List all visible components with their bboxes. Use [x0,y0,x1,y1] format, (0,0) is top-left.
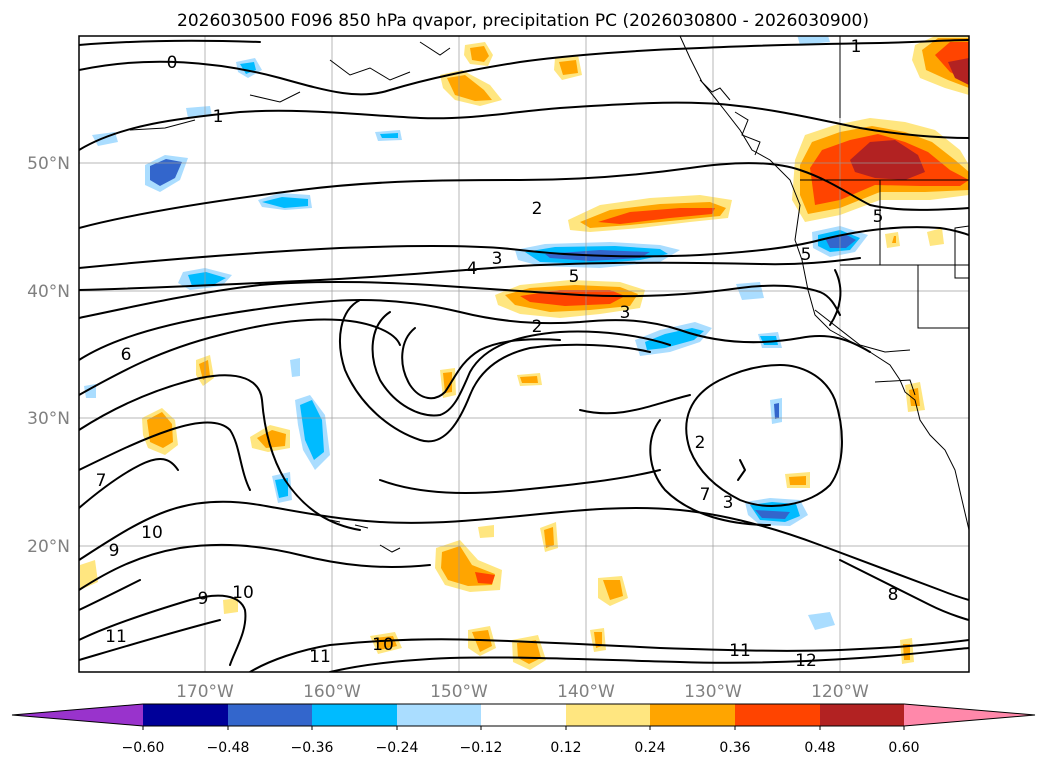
colorbar-segment [820,704,904,726]
contour-label: 3 [723,493,734,513]
contour-label: 2 [532,317,543,337]
plot-frame [78,35,970,673]
contour-label: 3 [620,303,631,323]
contour-label: 7 [700,485,711,505]
contour-label: 2 [532,199,543,219]
lon-label: 130°W [684,682,742,702]
lat-label: 40°N [27,282,70,302]
contour-label: 5 [873,207,884,227]
contour-labels: 0 1 1 2 2 2 3 3 3 4 5 5 5 6 7 7 8 9 9 10… [96,37,899,671]
colorbar [11,703,1036,730]
contour-label: 11 [729,641,751,661]
colorbar-segment [566,704,650,726]
contour-label: 1 [851,37,862,57]
lon-label: 160°W [303,682,361,702]
map-title: 2026030500 F096 850 hPa qvapor, precipit… [177,11,869,31]
plot-area: 0 1 1 2 2 2 3 3 3 4 5 5 5 6 7 7 8 9 9 10… [79,36,969,672]
colorbar-tick-label: −0.36 [291,740,334,756]
lon-labels: 170°W 160°W 150°W 140°W 130°W 120°W [176,682,869,702]
contour-label: 11 [309,647,331,667]
colorbar-tick-label: 0.12 [550,740,581,756]
qvapor-contours [79,39,969,672]
lon-label: 140°W [557,682,615,702]
contour-label: 11 [105,627,127,647]
contour-label: 2 [695,433,706,453]
lat-label: 30°N [27,409,70,429]
colorbar-ticks: −0.60 −0.48 −0.36 −0.24 −0.12 0.12 0.24 … [122,740,920,756]
colorbar-segment [312,704,397,726]
contour-label: 6 [121,345,132,365]
colorbar-tick-label: −0.24 [376,740,419,756]
contour-label: 8 [888,585,899,605]
contour-label: 5 [569,267,580,287]
colorbar-tick-label: 0.48 [804,740,835,756]
contour-label: 10 [141,523,163,543]
contour-label: 12 [795,651,817,671]
colorbar-segment [228,704,312,726]
contour-label: 0 [167,53,178,73]
colorbar-tick-label: 0.60 [888,740,919,756]
colorbar-segment [397,704,481,726]
contour-label: 9 [198,589,209,609]
coastlines [129,36,969,553]
colorbar-tick-label: −0.48 [207,740,250,756]
contour-label: 3 [492,249,503,269]
colorbar-segment [650,704,735,726]
contour-label: 5 [801,245,812,265]
lat-labels: 50°N 40°N 30°N 20°N [27,154,70,557]
contour-label: 7 [96,471,107,491]
contour-label: 1 [213,107,224,127]
colorbar-segment [481,704,566,726]
lon-label: 170°W [176,682,234,702]
colorbar-segment [904,704,1035,726]
contour-label: 10 [372,635,394,655]
contour-label: 4 [467,259,478,279]
contour-label: 9 [109,541,120,561]
colorbar-segment [735,704,820,726]
lat-label: 20°N [27,537,70,557]
colorbar-tick-label: 0.36 [719,740,750,756]
lon-label: 150°W [430,682,488,702]
lat-label: 50°N [27,154,70,174]
colorbar-segment [12,704,143,726]
colorbar-segment [143,704,228,726]
colorbar-tick-label: −0.60 [122,740,165,756]
colorbar-tick-label: 0.24 [634,740,665,756]
colorbar-tick-label: −0.12 [460,740,503,756]
lon-label: 120°W [811,682,869,702]
contour-label: 10 [232,583,254,603]
